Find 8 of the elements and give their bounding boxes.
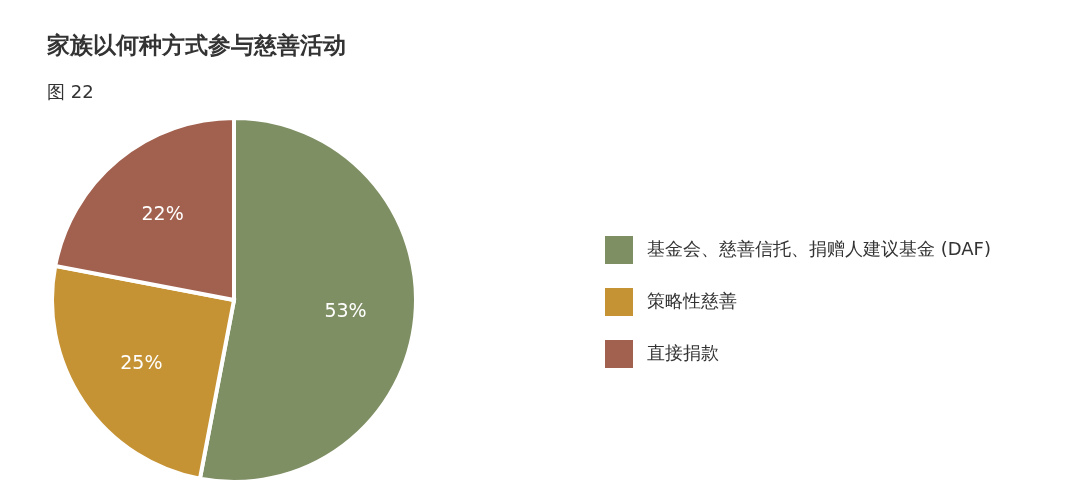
- legend-label: 策略性慈善: [647, 290, 737, 311]
- legend-label: 直接捐款: [647, 342, 719, 363]
- data-label: 53%: [324, 298, 367, 321]
- legend-label: 基金会、慈善信托、捐赠人建议基金 (DAF): [647, 238, 991, 259]
- chart-title: 家族以何种方式参与慈善活动: [46, 32, 346, 58]
- data-label: 25%: [120, 350, 163, 373]
- data-label: 22%: [141, 201, 184, 224]
- chart-subtitle: 图 22: [47, 81, 94, 102]
